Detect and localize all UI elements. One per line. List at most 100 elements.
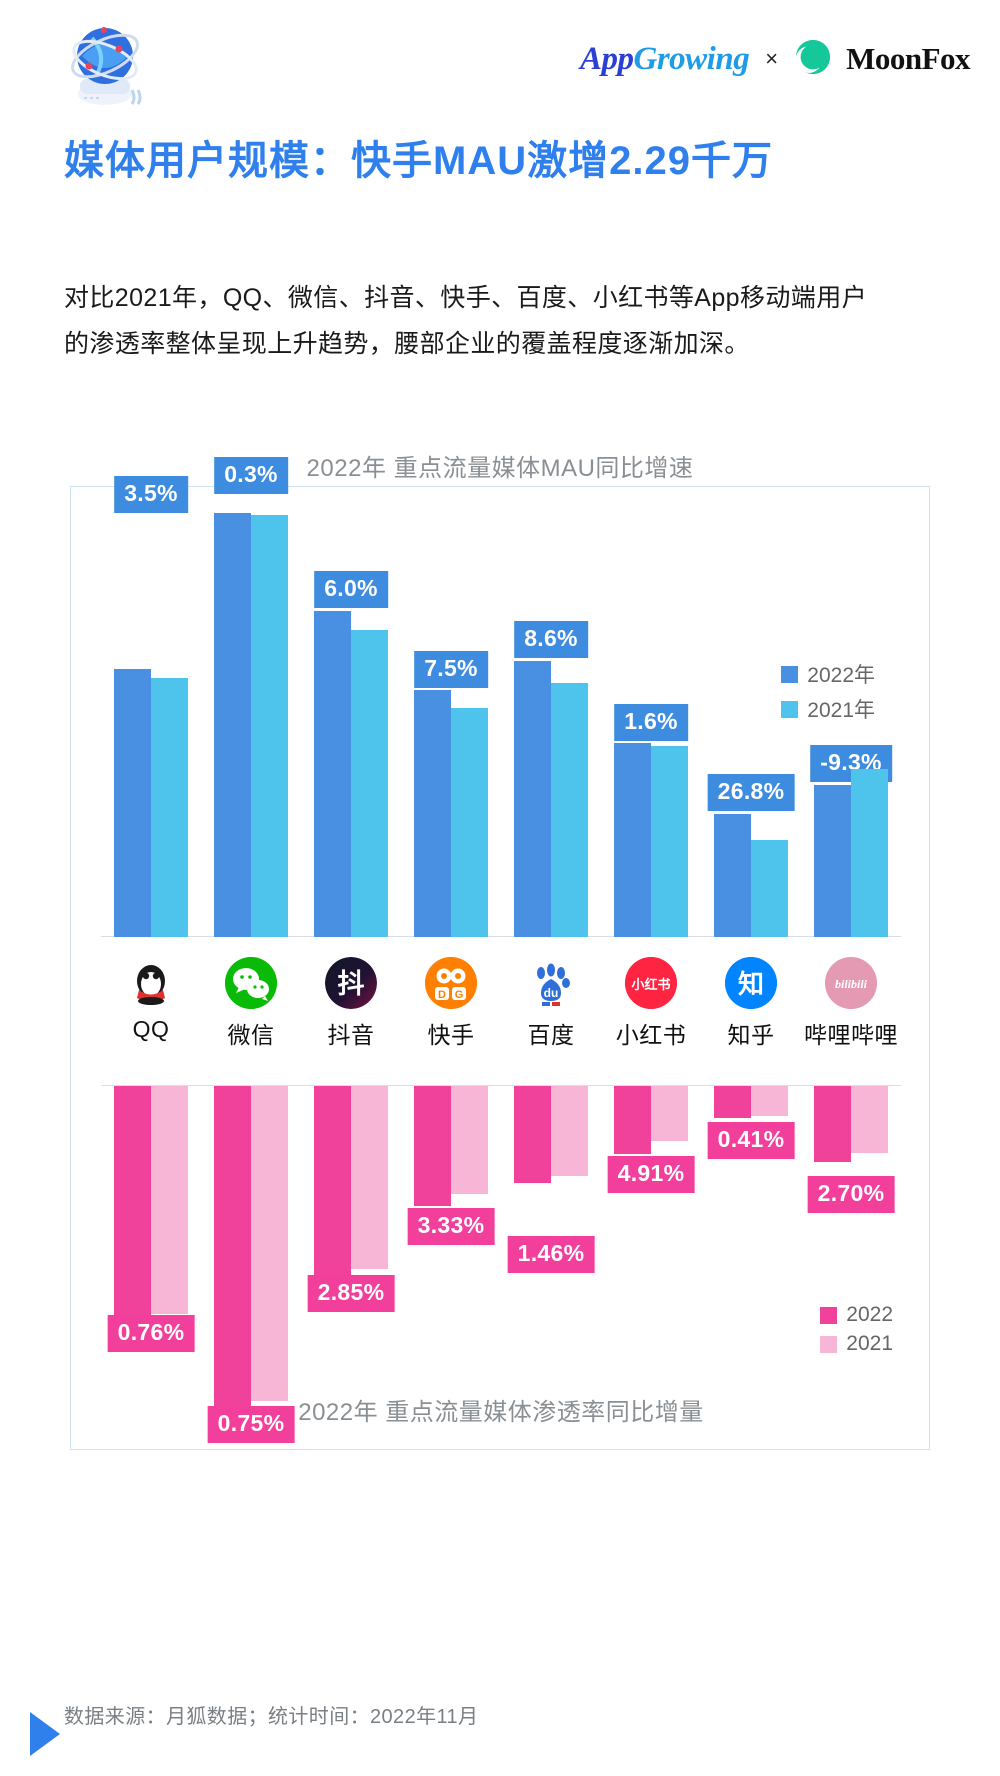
bar-group-baidu-pen[interactable]: 1.46% xyxy=(501,1086,601,1406)
bar-group-douyin-pen[interactable]: 2.85% xyxy=(301,1086,401,1406)
svg-text:小红书: 小红书 xyxy=(631,977,670,993)
bar-2022 xyxy=(114,669,151,937)
legend-item-2022[interactable]: 2022 xyxy=(820,1303,893,1327)
svg-text:du: du xyxy=(544,986,559,1000)
data-label: 2.70% xyxy=(807,1176,895,1213)
bar-2021 xyxy=(551,683,588,937)
bar-group-wechat-pen[interactable]: 0.75% xyxy=(201,1086,301,1443)
legend-item-2022[interactable]: 2022年 xyxy=(781,659,875,689)
bar-2022 xyxy=(314,1086,351,1278)
legend-label: 2022年 xyxy=(807,664,875,687)
bar-2021 xyxy=(851,1086,888,1153)
legend-item-2021[interactable]: 2021年 xyxy=(781,694,875,724)
bar-group-kuaishou-pen[interactable]: 3.33% xyxy=(401,1086,501,1406)
xiaohongshu-icon: 小红书 xyxy=(625,957,677,1009)
category-qq[interactable]: QQ xyxy=(101,957,201,1077)
bar-2021 xyxy=(251,515,288,937)
moonfox-logo-text: MoonFox xyxy=(846,41,970,76)
bar-2021 xyxy=(151,1086,188,1314)
legend-label: 2021 xyxy=(846,1332,893,1355)
bar-2021 xyxy=(351,1086,388,1269)
legend-swatch-icon xyxy=(820,1306,838,1324)
bar-pair xyxy=(114,1086,188,1318)
bar-group-baidu[interactable]: 8.6% xyxy=(501,497,601,937)
category-axis: QQ xyxy=(101,957,901,1077)
bar-group-xiaohongshu[interactable]: 1.6% xyxy=(601,497,701,937)
bar-pair xyxy=(114,497,188,937)
bar-2022 xyxy=(514,661,551,937)
bar-pair xyxy=(414,497,488,937)
page-title: 媒体用户规模：快手MAU激增2.29千万 xyxy=(64,139,773,183)
category-label: 知乎 xyxy=(727,1022,775,1048)
category-wechat[interactable]: 微信 xyxy=(201,957,301,1077)
bar-2022 xyxy=(614,1086,651,1154)
lower-axis-line xyxy=(101,1085,901,1086)
appgrowing-app-text: App xyxy=(579,40,634,77)
bar-group-zhihu[interactable]: 26.8% xyxy=(701,497,801,937)
upper-chart-title: 2022年 重点流量媒体MAU同比增速 xyxy=(306,455,694,482)
svg-text:知: 知 xyxy=(738,970,764,1000)
category-label: 抖音 xyxy=(327,1022,375,1048)
bar-pair xyxy=(714,1086,788,1118)
category-label: 小红书 xyxy=(615,1022,687,1048)
bar-2022 xyxy=(614,743,651,937)
bar-2021 xyxy=(751,840,788,937)
category-zhihu[interactable]: 知 知乎 xyxy=(701,957,801,1077)
bar-group-qq[interactable]: 3.5% xyxy=(101,476,201,937)
category-xiaohongshu[interactable]: 小红书 小红书 xyxy=(601,957,701,1077)
bar-2022 xyxy=(414,690,451,937)
bar-pair xyxy=(614,497,688,937)
page-header: App Growing × MoonFox xyxy=(0,0,1000,120)
lower-bar-groups: 0.76% 0.75% 2.85% xyxy=(101,1086,901,1443)
category-baidu[interactable]: du 百度 xyxy=(501,957,601,1077)
bar-2022 xyxy=(314,611,351,937)
legend-item-2021[interactable]: 2021 xyxy=(820,1332,893,1356)
data-label: 7.5% xyxy=(414,651,488,688)
mau-growth-plot: 3.5% 0.3% 6.0% xyxy=(101,457,901,937)
bar-pair xyxy=(614,1086,688,1154)
svg-text:抖: 抖 xyxy=(338,969,365,1000)
data-label: 26.8% xyxy=(707,774,795,811)
bar-2021 xyxy=(351,630,388,937)
category-label: 快手 xyxy=(427,1022,475,1048)
legend-swatch-icon xyxy=(781,665,799,683)
bar-pair xyxy=(314,497,388,937)
kuaishou-icon: D G xyxy=(425,957,477,1009)
bar-pair xyxy=(514,497,588,937)
lede-paragraph: 对比2021年，QQ、微信、抖音、快手、百度、小红书等App移动端用户的渗透率整… xyxy=(64,284,867,358)
bar-group-qq-pen[interactable]: 0.76% xyxy=(101,1086,201,1406)
data-label: 6.0% xyxy=(314,571,388,608)
appgrowing-growing-text: Growing xyxy=(633,40,750,77)
bar-2021 xyxy=(651,746,688,937)
bar-group-xiaohongshu-pen[interactable]: 4.91% xyxy=(601,1086,701,1406)
data-label: 8.6% xyxy=(514,621,588,658)
svg-text:bilibili: bilibili xyxy=(835,977,868,991)
upper-axis-line xyxy=(101,936,901,937)
data-label: 1.6% xyxy=(614,704,688,741)
bar-group-bilibili-pen[interactable]: 2.70% xyxy=(801,1086,901,1406)
bar-2022 xyxy=(414,1086,451,1206)
bar-group-bilibili[interactable]: -9.3% xyxy=(801,497,901,937)
category-kuaishou[interactable]: D G 快手 xyxy=(401,957,501,1077)
bar-group-douyin[interactable]: 6.0% xyxy=(301,497,401,937)
bar-pair xyxy=(214,1086,288,1406)
bar-group-kuaishou[interactable]: 7.5% xyxy=(401,497,501,937)
data-label: 0.41% xyxy=(707,1122,795,1159)
bar-group-zhihu-pen[interactable]: 0.41% xyxy=(701,1086,801,1406)
bar-group-wechat[interactable]: 0.3% xyxy=(201,457,301,937)
category-douyin[interactable]: 抖 抖音 xyxy=(301,957,401,1077)
bar-2022 xyxy=(714,1086,751,1118)
zhihu-icon: 知 xyxy=(725,957,777,1009)
bar-pair xyxy=(414,1086,488,1206)
bar-2021 xyxy=(651,1086,688,1141)
bar-2022 xyxy=(814,1086,851,1162)
douyin-icon: 抖 xyxy=(325,957,377,1009)
category-label: 微信 xyxy=(227,1022,275,1048)
bar-pair xyxy=(814,1086,888,1162)
bar-2021 xyxy=(751,1086,788,1116)
data-label: 4.91% xyxy=(607,1156,695,1193)
svg-text:D: D xyxy=(438,989,446,1001)
globe-logo-icon xyxy=(62,16,148,108)
category-bilibili[interactable]: bilibili 哔哩哔哩 xyxy=(801,957,901,1077)
